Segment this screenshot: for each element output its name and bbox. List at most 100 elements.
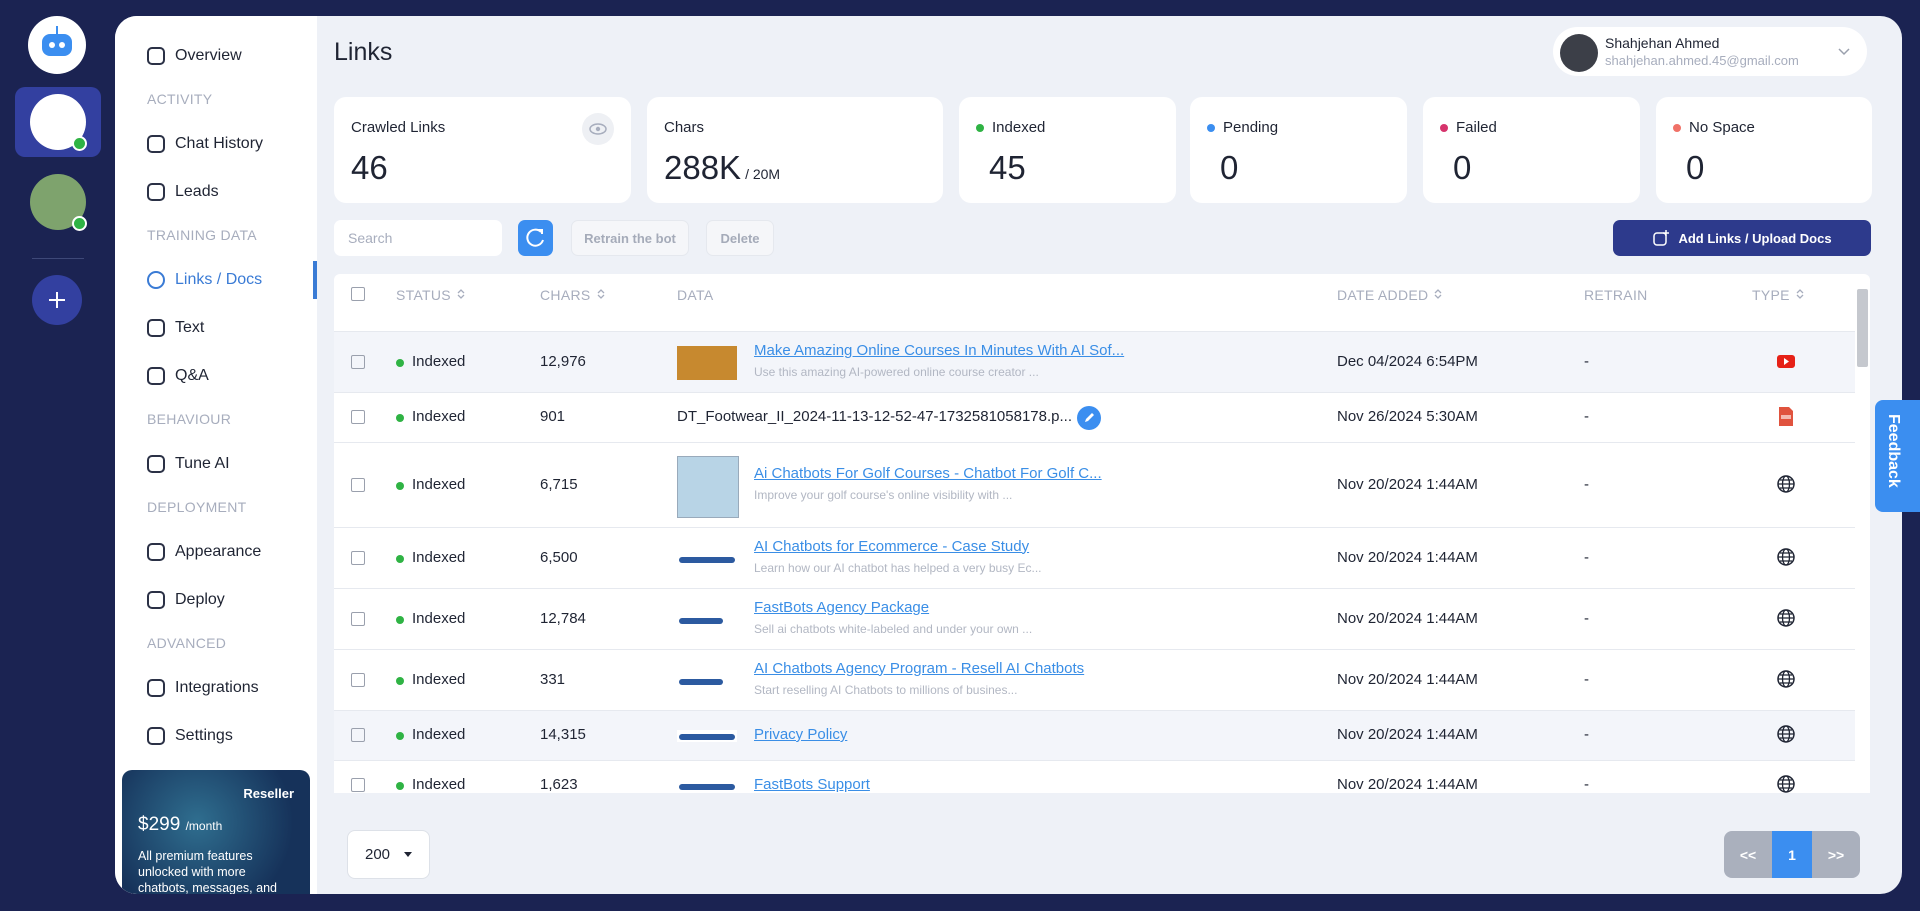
nav-item[interactable]: Settings bbox=[147, 724, 233, 748]
logo bbox=[679, 734, 735, 740]
search-input[interactable]: Search bbox=[334, 220, 502, 256]
select-all-checkbox[interactable] bbox=[351, 287, 365, 301]
user-menu[interactable]: Shahjehan Ahmed shahjehan.ahmed.45@gmail… bbox=[1553, 27, 1867, 76]
type-icon bbox=[1776, 547, 1796, 573]
nav-icon bbox=[147, 455, 165, 473]
sort-arrows[interactable] bbox=[597, 288, 605, 300]
stat-card: No Space 0 bbox=[1656, 97, 1872, 203]
scrollbar-thumb[interactable] bbox=[1857, 289, 1868, 367]
nav-item[interactable]: Appearance bbox=[147, 540, 261, 564]
stat-value-row: 45 bbox=[989, 149, 1026, 187]
stat-label: Failed bbox=[1456, 119, 1497, 136]
stat-label: Pending bbox=[1223, 119, 1279, 136]
status: Indexed bbox=[412, 475, 466, 493]
user-avatar bbox=[1560, 34, 1598, 72]
stat-value: 0 bbox=[1686, 149, 1705, 186]
link-title: DT_Footwear_II_2024-11-13-12-52-47-17325… bbox=[677, 408, 1072, 425]
row-checkbox[interactable] bbox=[351, 550, 365, 565]
prev-page[interactable]: << bbox=[1724, 831, 1772, 878]
retrain: - bbox=[1584, 352, 1589, 370]
sort-arrows[interactable] bbox=[457, 288, 465, 300]
user-name: Shahjehan Ahmed bbox=[1605, 35, 1720, 51]
link-title[interactable]: FastBots Support bbox=[754, 775, 870, 793]
row-checkbox[interactable] bbox=[351, 777, 365, 792]
chars: 331 bbox=[540, 670, 566, 688]
nav-icon bbox=[147, 367, 165, 385]
row-checkbox[interactable] bbox=[351, 354, 365, 369]
type-icon-svg bbox=[1777, 354, 1795, 368]
stat-label: Chars bbox=[664, 119, 705, 136]
status-dot bbox=[396, 732, 404, 740]
link-title[interactable]: Make Amazing Online Courses In Minutes W… bbox=[754, 341, 1125, 359]
stat-value: 288K bbox=[664, 149, 742, 186]
sort-arrows[interactable] bbox=[1796, 288, 1804, 300]
chars: 6,500 bbox=[540, 548, 578, 566]
type-icon bbox=[1776, 724, 1796, 750]
pager: << 1 >> bbox=[1724, 831, 1860, 878]
chars: 12,976 bbox=[540, 352, 586, 370]
status-dot bbox=[396, 615, 404, 624]
status-dot bbox=[396, 781, 404, 790]
link-description: Improve your golf course's online visibi… bbox=[754, 487, 1013, 502]
nav-item[interactable]: Q&A bbox=[147, 364, 209, 388]
nav-label: Appearance bbox=[175, 543, 262, 560]
table-row: Indexed 14,315 Nov 20/2024 1:44AM - Privacy … bbox=[334, 710, 1855, 760]
stat-label: Crawled Links bbox=[351, 119, 446, 136]
nav-label: Chat History bbox=[175, 135, 264, 152]
status: Indexed bbox=[412, 726, 466, 743]
stat-card: Chars 288K/ 20M bbox=[647, 97, 943, 203]
nav-item[interactable]: Deploy bbox=[147, 588, 225, 612]
active-indicator bbox=[313, 261, 317, 299]
online-dot bbox=[72, 216, 87, 231]
page-size-select[interactable]: 200 bbox=[347, 830, 430, 879]
sidebar: Overview ACTIVITY Chat History Leads TRAININ… bbox=[115, 16, 317, 894]
stat-value-row: 0 bbox=[1453, 149, 1471, 187]
nav-label: Text bbox=[175, 319, 205, 336]
stat-value-row: 288K/ 20M bbox=[664, 149, 780, 187]
period: /month bbox=[185, 819, 223, 833]
bot-logo[interactable] bbox=[28, 16, 86, 74]
thumbnail bbox=[677, 455, 739, 518]
link-title[interactable]: Privacy Policy bbox=[754, 726, 848, 743]
link-title[interactable]: AI Chatbots Agency Program - Resell AI C… bbox=[754, 659, 1085, 677]
row-checkbox[interactable] bbox=[351, 672, 365, 687]
nav-item[interactable]: Overview bbox=[147, 44, 242, 68]
nav-item[interactable]: Leads bbox=[147, 180, 219, 204]
reseller-badge: Reseller bbox=[243, 786, 294, 801]
retrain-button[interactable]: Retrain the bot bbox=[571, 220, 689, 256]
nav-icon bbox=[147, 679, 165, 697]
nav-item[interactable]: Chat History bbox=[147, 132, 263, 156]
link-title[interactable]: Ai Chatbots For Golf Courses - Chatbot F… bbox=[754, 464, 1102, 482]
nav-item[interactable]: Links / Docs bbox=[147, 268, 262, 292]
logo bbox=[679, 556, 735, 563]
sort-arrows[interactable] bbox=[1434, 288, 1442, 300]
next-page[interactable]: >> bbox=[1812, 831, 1860, 878]
reseller-card[interactable]: Reseller $299 /month All premium feature… bbox=[122, 770, 310, 894]
date-added: Nov 26/2024 5:30AM bbox=[1337, 408, 1478, 425]
add-links-button[interactable]: Add Links / Upload Docs bbox=[1613, 220, 1871, 256]
current-page[interactable]: 1 bbox=[1772, 831, 1812, 878]
chars: 901 bbox=[540, 408, 566, 425]
thumbnail bbox=[677, 552, 737, 565]
row-checkbox[interactable] bbox=[351, 410, 365, 424]
type-icon bbox=[1776, 351, 1796, 377]
nav-item[interactable]: Text bbox=[147, 316, 204, 340]
link-title[interactable]: FastBots Agency Package bbox=[754, 598, 930, 616]
nav-item[interactable]: Tune AI bbox=[147, 452, 230, 476]
nav-item[interactable]: Integrations bbox=[147, 676, 259, 700]
feedback-tab[interactable]: Feedback bbox=[1875, 400, 1920, 512]
row-checkbox[interactable] bbox=[351, 611, 365, 626]
row-checkbox[interactable] bbox=[351, 477, 365, 492]
status: Indexed bbox=[412, 548, 466, 566]
refresh-button[interactable] bbox=[518, 220, 553, 256]
delete-button[interactable]: Delete bbox=[706, 220, 774, 256]
add-bot-button[interactable] bbox=[32, 275, 82, 325]
sort-icon bbox=[1796, 287, 1804, 303]
nav-label: Deploy bbox=[175, 591, 225, 608]
status-dot bbox=[396, 676, 404, 685]
edit-button[interactable] bbox=[1077, 406, 1101, 435]
stat-value-row: 0 bbox=[1220, 149, 1238, 187]
row-checkbox[interactable] bbox=[351, 728, 365, 742]
upload-icon bbox=[1653, 230, 1670, 246]
link-title[interactable]: AI Chatbots for Ecommerce - Case Study bbox=[754, 537, 1030, 555]
